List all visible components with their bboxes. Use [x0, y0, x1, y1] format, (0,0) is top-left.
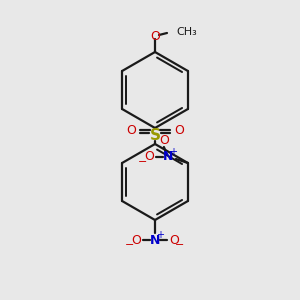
Text: −: − — [138, 157, 148, 167]
Text: N: N — [150, 233, 160, 247]
Text: S: S — [149, 128, 161, 142]
Text: −: − — [175, 240, 185, 250]
Text: O: O — [131, 233, 141, 247]
Text: O: O — [150, 29, 160, 43]
Text: +: + — [169, 147, 177, 157]
Text: −: − — [125, 240, 135, 250]
Text: O: O — [174, 124, 184, 136]
Text: O: O — [144, 151, 154, 164]
Text: O: O — [159, 134, 169, 146]
Text: O: O — [169, 233, 179, 247]
Text: +: + — [156, 230, 164, 240]
Text: CH₃: CH₃ — [176, 27, 197, 37]
Text: N: N — [163, 151, 173, 164]
Text: O: O — [126, 124, 136, 136]
